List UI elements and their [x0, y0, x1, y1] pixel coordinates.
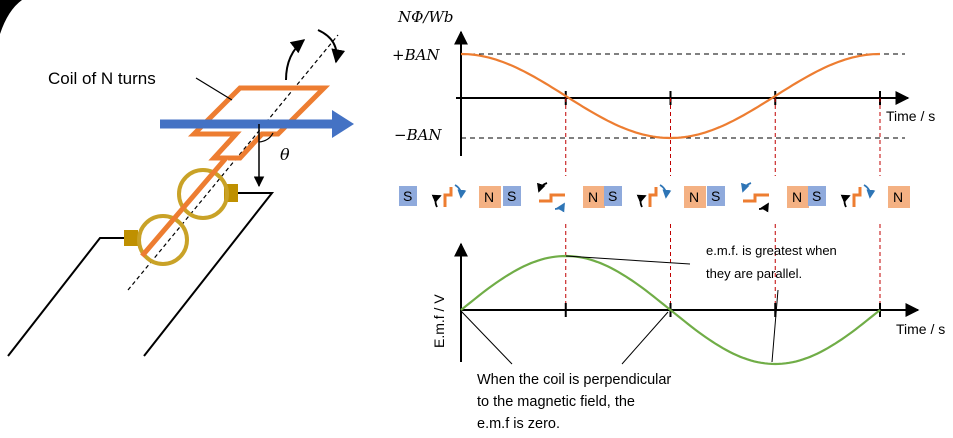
wire-right	[143, 192, 275, 357]
rotation-icon	[454, 184, 467, 199]
south-pole	[808, 186, 826, 206]
flux-xlabel: Time / s	[886, 108, 935, 124]
coil-label-leader	[195, 77, 233, 101]
south-pole-label: S	[812, 188, 821, 204]
rotation-icon	[537, 182, 548, 193]
north-pole-label: N	[893, 189, 903, 205]
north-pole-label: N	[792, 189, 802, 205]
flux-curve	[460, 52, 881, 140]
annotation-perp-leader-1	[460, 310, 513, 365]
rotation-icon	[659, 184, 672, 199]
coil-icon-perpendicular	[852, 187, 862, 207]
coil-icon-parallel	[539, 193, 565, 203]
coil-label: Coil of N turns	[48, 69, 156, 88]
coil-icon-perpendicular	[443, 187, 453, 207]
south-pole	[604, 186, 622, 206]
rotation-icon	[863, 184, 876, 199]
angle-symbol: θ	[280, 145, 290, 164]
rotation-icon	[431, 194, 442, 208]
flux-top-value: +BAN	[392, 46, 440, 64]
coil-icon-parallel	[743, 193, 769, 203]
rotation-icon	[554, 202, 565, 213]
rotation-icon	[840, 194, 851, 208]
brush-left	[124, 230, 138, 246]
north-pole	[888, 186, 910, 208]
south-pole	[503, 186, 521, 206]
north-pole	[479, 186, 501, 208]
flux-bottom-value: −BAN	[394, 126, 442, 144]
rotation-arrow-left	[285, 39, 306, 81]
south-pole-label: S	[403, 188, 412, 204]
south-pole-label: S	[507, 188, 516, 204]
rotation-icon	[758, 202, 769, 213]
emf-graph: E.m.f / V Time / s e.m.f. is greatest wh…	[431, 242, 945, 432]
annotation-parallel-leader-2	[771, 289, 779, 363]
rotation-arrow-right	[317, 29, 346, 64]
north-pole	[787, 186, 809, 208]
field-arrow-head	[332, 110, 354, 138]
north-pole-label: N	[689, 189, 699, 205]
guide-lines	[565, 98, 881, 310]
coil-loop	[140, 85, 331, 258]
rotation-icon	[741, 182, 752, 193]
north-pole-label: N	[484, 189, 494, 205]
emf-ylabel: E.m.f / V	[431, 294, 447, 348]
flux-graph: NΦ/Wb +BAN −BAN Time / s	[392, 8, 935, 156]
angle-arc	[258, 132, 274, 143]
emf-xlabel: Time / s	[896, 321, 945, 337]
flux-ylabel: NΦ/Wb	[397, 8, 454, 26]
rotation-axis	[127, 34, 339, 291]
generator-drawing: θ Coil of N turns	[7, 29, 354, 357]
slip-ring-lower	[137, 214, 189, 266]
annotation-parallel-leader	[565, 255, 691, 265]
north-pole	[684, 186, 706, 208]
wire-left	[7, 237, 128, 357]
annotation-perp-leader-2	[621, 311, 669, 365]
south-pole	[399, 186, 417, 206]
slip-ring-upper	[177, 168, 229, 220]
south-pole	[707, 186, 725, 206]
annotation-parallel: e.m.f. is greatest when they are paralle…	[706, 243, 840, 281]
south-pole-label: S	[711, 188, 720, 204]
north-pole-label: N	[588, 189, 598, 205]
north-pole	[583, 186, 605, 208]
coil-icon-perpendicular	[648, 187, 658, 207]
rotation-icon	[636, 194, 647, 208]
emf-curve	[460, 254, 881, 366]
south-pole-label: S	[608, 188, 617, 204]
coil-front-edge	[224, 132, 238, 147]
annotation-perpendicular: When the coil is perpendicular to the ma…	[477, 372, 675, 432]
corner-decoration	[0, 0, 22, 34]
